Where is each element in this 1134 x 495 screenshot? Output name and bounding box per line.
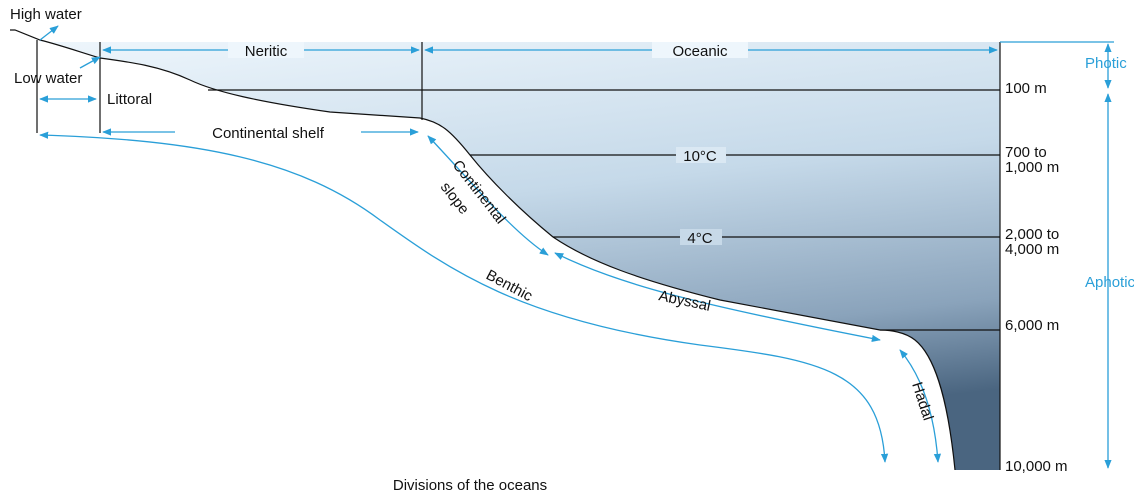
label: Neritic <box>245 43 288 60</box>
zone-label: Aphotic <box>1085 274 1134 291</box>
depth-label: 10,000 m <box>1005 458 1068 475</box>
ocean-water <box>40 40 1000 470</box>
depth-label: 4,000 m <box>1005 241 1059 258</box>
label: High water <box>10 6 82 23</box>
depth-label: 100 m <box>1005 80 1047 97</box>
label: Low water <box>14 70 82 87</box>
label: 10°C <box>683 148 717 165</box>
depth-label: 6,000 m <box>1005 317 1059 334</box>
label: Benthic <box>483 267 536 306</box>
label: Oceanic <box>672 43 728 60</box>
low-water-pointer <box>80 57 100 68</box>
high-water-pointer <box>40 26 58 40</box>
caption: Divisions of the oceans <box>393 477 547 494</box>
label: Continental shelf <box>212 125 325 142</box>
depth-label: 1,000 m <box>1005 159 1059 176</box>
label: 4°C <box>687 230 712 247</box>
ocean-diagram: High water Low water Littoral Neritic Oc… <box>0 0 1134 495</box>
label: Hadal <box>908 380 936 423</box>
zone-label: Photic <box>1085 55 1127 72</box>
label: Littoral <box>107 91 152 108</box>
